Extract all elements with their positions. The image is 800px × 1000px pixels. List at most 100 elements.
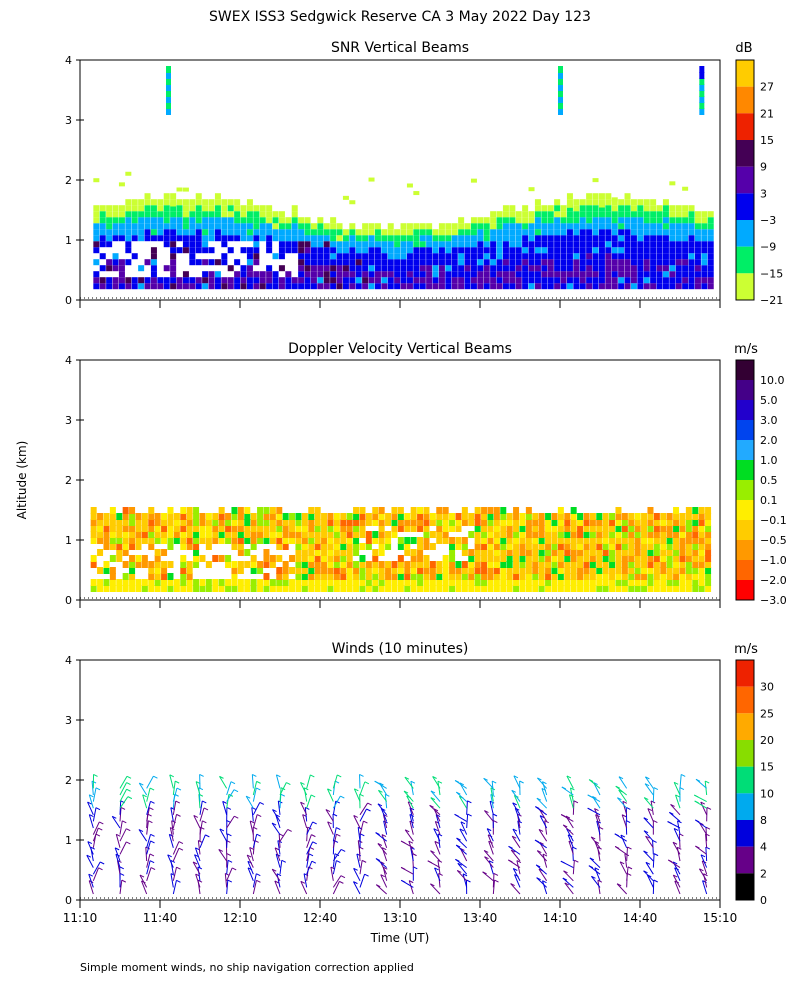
- wind-barb-feather: [340, 875, 346, 879]
- doppler-cell: [199, 513, 206, 520]
- snr-cell: [541, 235, 548, 242]
- doppler-cell: [500, 507, 507, 514]
- snr-cell: [682, 186, 689, 191]
- doppler-cell: [673, 537, 680, 544]
- snr-cell: [112, 235, 119, 242]
- doppler-cell: [359, 567, 366, 574]
- snr-cell: [176, 235, 183, 242]
- snr-cell: [707, 241, 714, 248]
- snr-cell: [125, 223, 132, 230]
- doppler-cell: [103, 519, 110, 526]
- wind-barb: [271, 868, 281, 882]
- doppler-cell: [410, 585, 417, 592]
- snr-cell: [611, 271, 618, 278]
- doppler-cell: [609, 531, 616, 538]
- doppler-cell: [154, 537, 161, 544]
- snr-cell: [368, 277, 375, 284]
- wind-barb: [512, 868, 521, 882]
- wind-barb: [675, 794, 681, 809]
- doppler-cell: [333, 561, 340, 568]
- snr-cell: [598, 265, 605, 272]
- snr-cell: [605, 277, 612, 284]
- doppler-cell: [589, 519, 596, 526]
- wind-barb: [591, 876, 601, 888]
- doppler-cell: [199, 579, 206, 586]
- snr-cell: [592, 205, 599, 212]
- snr-cell: [394, 283, 401, 290]
- doppler-cell: [141, 525, 148, 532]
- doppler-cell: [641, 525, 648, 532]
- snr-cell: [304, 253, 311, 260]
- doppler-cell: [109, 543, 116, 550]
- doppler-cell: [199, 585, 206, 592]
- wind-barb-feather: [427, 860, 433, 864]
- snr-cell: [330, 265, 337, 272]
- snr-cell: [675, 259, 682, 266]
- wind-barb: [564, 882, 574, 895]
- doppler-cell: [481, 531, 488, 538]
- snr-cell: [630, 205, 637, 212]
- doppler-cell: [231, 507, 238, 514]
- cloud-cell: [166, 84, 171, 91]
- snr-cell: [669, 211, 676, 218]
- snr-cell: [381, 247, 388, 254]
- wind-barb-feather: [121, 879, 127, 883]
- snr-cell: [566, 265, 573, 272]
- snr-cell: [573, 229, 580, 236]
- wind-barb: [409, 820, 414, 835]
- doppler-cell: [353, 549, 360, 556]
- snr-cell: [611, 253, 618, 260]
- doppler-cell: [525, 537, 532, 544]
- doppler-cell: [673, 585, 680, 592]
- doppler-cell: [513, 519, 520, 526]
- snr-cell: [144, 229, 151, 236]
- doppler-cell: [513, 561, 520, 568]
- snr-cell: [694, 247, 701, 254]
- doppler-cell: [653, 555, 660, 562]
- wind-barb-feather: [149, 853, 155, 857]
- wind-barb-feather: [492, 780, 497, 784]
- wind-barb: [302, 814, 308, 829]
- snr-cell: [227, 229, 234, 236]
- doppler-cell: [135, 555, 142, 562]
- wind-barb: [119, 828, 127, 842]
- wind-barb-feather: [334, 853, 340, 857]
- snr-cell: [496, 217, 503, 224]
- snr-cell: [374, 277, 381, 284]
- wind-barb: [536, 877, 548, 888]
- snr-cell: [406, 247, 413, 254]
- wind-barb: [619, 861, 628, 875]
- doppler-cell: [327, 531, 334, 538]
- snr-cell: [304, 271, 311, 278]
- doppler-cell: [308, 585, 315, 592]
- snr-cell: [547, 241, 554, 248]
- wind-barb: [306, 821, 314, 835]
- snr-cell: [662, 265, 669, 272]
- wind-barb: [672, 842, 681, 855]
- doppler-cell: [269, 579, 276, 586]
- doppler-cell: [628, 579, 635, 586]
- doppler-cell: [378, 513, 385, 520]
- colorbar-label: 10.0: [760, 374, 785, 387]
- snr-cell: [330, 247, 337, 254]
- doppler-cell: [660, 573, 667, 580]
- doppler-cell: [461, 567, 468, 574]
- wind-barb-feather: [694, 800, 699, 804]
- wind-barb-feather: [703, 873, 708, 877]
- snr-cell: [208, 235, 215, 242]
- snr-cell: [579, 235, 586, 242]
- snr-cell: [208, 211, 215, 218]
- doppler-cell: [557, 531, 564, 538]
- wind-barb: [409, 814, 414, 829]
- snr-cell: [413, 253, 420, 260]
- wind-barb: [359, 820, 364, 835]
- snr-cell: [208, 217, 215, 224]
- y-tick-label: 1: [65, 834, 72, 847]
- snr-cell: [118, 259, 125, 266]
- snr-cell: [483, 283, 490, 290]
- doppler-cell: [538, 525, 545, 532]
- snr-cell: [547, 283, 554, 290]
- snr-cell: [573, 223, 580, 230]
- snr-cell: [573, 247, 580, 254]
- wind-barb: [172, 787, 178, 802]
